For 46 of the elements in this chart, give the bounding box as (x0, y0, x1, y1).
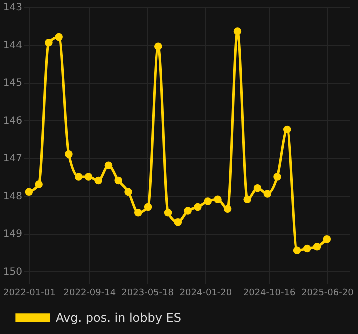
y-tick-label: 147 (3, 154, 22, 165)
point (323, 235, 332, 244)
point (144, 203, 152, 212)
point (35, 180, 43, 188)
point (194, 203, 202, 212)
point (154, 42, 162, 51)
point (274, 173, 282, 181)
legend-label: Avg. pos. in lobby ES (56, 311, 182, 325)
point (174, 218, 182, 226)
x-tick-label: 2024-01-20 (180, 288, 232, 298)
point (184, 207, 192, 215)
point (94, 176, 102, 185)
point (134, 209, 142, 217)
y-tick-label: 144 (3, 40, 22, 52)
point (204, 198, 212, 206)
point (254, 184, 262, 192)
point (104, 162, 113, 170)
point (284, 126, 292, 134)
point (234, 28, 242, 36)
x-tick-label: 2022-09-14 (64, 288, 116, 298)
point (244, 196, 252, 204)
point (74, 173, 83, 181)
x-tick-label: 2024-10-16 (243, 288, 296, 298)
point (84, 173, 93, 181)
y-tick-label: 145 (3, 78, 22, 90)
x-tick-label: 2022-01-01 (4, 288, 56, 298)
point (313, 243, 322, 251)
point (264, 190, 272, 198)
point (214, 196, 222, 204)
y-tick-label: 143 (3, 2, 22, 14)
point (25, 188, 34, 196)
y-tick-label: 149 (3, 229, 22, 240)
y-tick-label: 150 (3, 266, 22, 278)
point (304, 244, 312, 253)
point (55, 33, 63, 42)
point (293, 246, 302, 255)
y-tick-label: 146 (3, 116, 22, 127)
point (224, 205, 232, 213)
point (45, 39, 53, 47)
point (164, 209, 172, 217)
point (124, 188, 132, 196)
x-tick-label: 2025-06-20 (302, 288, 354, 298)
point (114, 176, 122, 185)
point (65, 150, 73, 158)
x-tick-label: 2023-05-18 (122, 288, 174, 298)
y-tick-label: 148 (3, 191, 22, 202)
